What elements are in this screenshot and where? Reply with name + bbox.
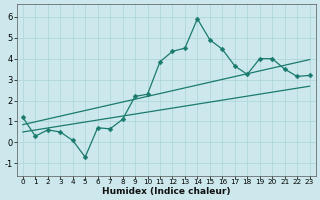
X-axis label: Humidex (Indice chaleur): Humidex (Indice chaleur) <box>102 187 230 196</box>
